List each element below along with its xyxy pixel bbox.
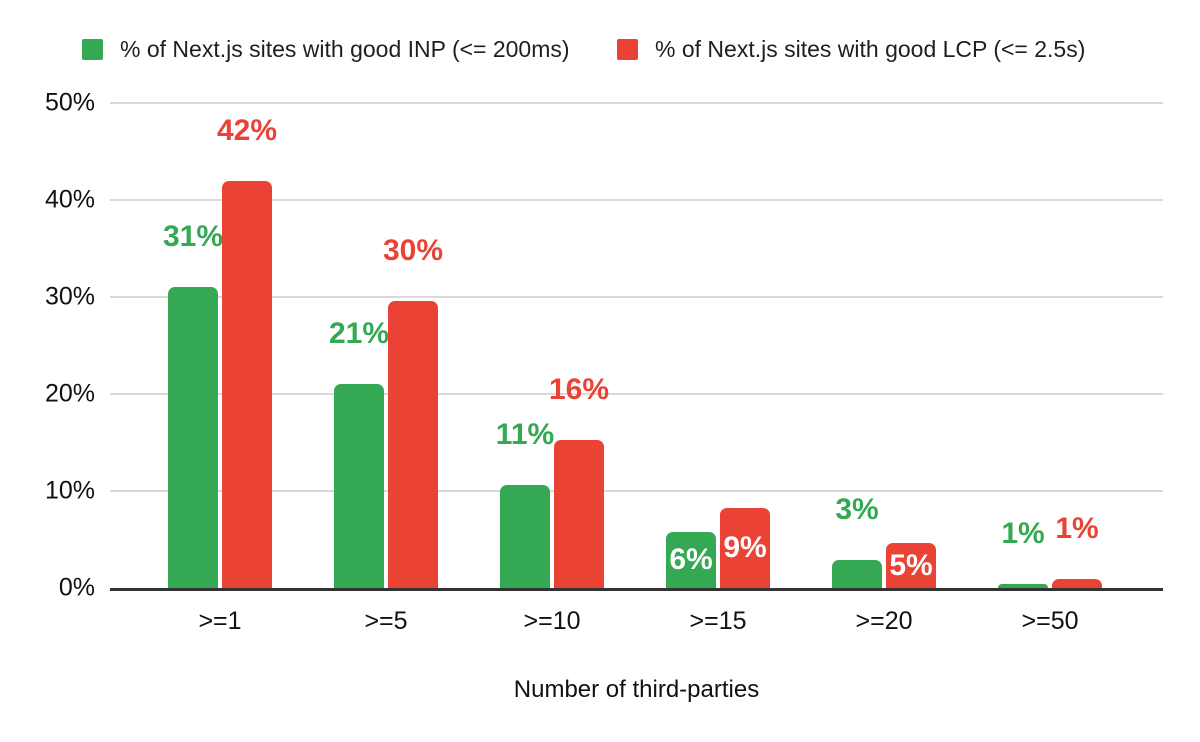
- legend-swatch-inp: [82, 39, 103, 60]
- bar-lcp-15: [720, 508, 770, 588]
- bar-lcp-10: [554, 440, 604, 588]
- bar-inp-1: [168, 287, 218, 588]
- bar-group-15: 6% 9%: [635, 103, 801, 588]
- bar-value-label: 3%: [835, 493, 879, 526]
- bar-lcp-1: [222, 181, 272, 588]
- bar-value-label: 21%: [328, 317, 390, 350]
- bar-group-1: 31% 42%: [137, 103, 303, 588]
- bar-value-label: 6%: [669, 543, 713, 576]
- bar-group-5: 21% 30%: [303, 103, 469, 588]
- gridline: [110, 102, 1163, 104]
- legend-label-inp: % of Next.js sites with good INP (<= 200…: [120, 36, 570, 62]
- gridline: [110, 490, 1163, 492]
- bar-inp-10: [500, 485, 550, 588]
- y-axis-tick-label: 40%: [44, 185, 95, 214]
- plot-area: 31% 42% 21% 30% 11% 16% 6% 9% 3% 5% 1% 1%: [110, 102, 1163, 591]
- y-axis-tick-label: 20%: [44, 379, 95, 408]
- legend-swatch-lcp: [617, 39, 638, 60]
- bar-value-label: 31%: [162, 220, 224, 253]
- bar-lcp-5: [388, 301, 438, 588]
- bar-value-label: 42%: [216, 114, 278, 147]
- bar-value-label: 9%: [723, 531, 767, 564]
- bar-inp-5: [334, 384, 384, 588]
- bar-value-label: 16%: [548, 373, 610, 406]
- bar-group-20: 3% 5%: [801, 103, 967, 588]
- bar-group-50: 1% 1%: [967, 103, 1133, 588]
- bar-value-label: 5%: [889, 548, 933, 582]
- gridline: [110, 393, 1163, 395]
- legend-label-lcp: % of Next.js sites with good LCP (<= 2.5…: [655, 36, 1086, 62]
- y-axis-tick-label: 30%: [44, 282, 95, 311]
- bar-value-label: 1%: [1001, 517, 1045, 550]
- y-axis-tick-label: 10%: [44, 476, 95, 505]
- bar-group-10: 11% 16%: [469, 103, 635, 588]
- bar-value-label: 30%: [382, 234, 444, 267]
- x-axis-tick-label: >=5: [364, 607, 408, 635]
- bar-lcp-50: [1052, 579, 1102, 588]
- bar-inp-50: [998, 584, 1048, 588]
- legend-item-lcp: % of Next.js sites with good LCP (<= 2.5…: [617, 36, 1085, 63]
- x-axis-tick-label: >=1: [198, 607, 242, 635]
- gridline: [110, 296, 1163, 298]
- x-axis: >=1 >=5 >=10 >=15 >=20 >=50: [110, 607, 1163, 639]
- bar-value-label: 1%: [1055, 512, 1099, 545]
- y-axis-tick-label: 0%: [58, 573, 95, 602]
- gridline: [110, 199, 1163, 201]
- x-axis-tick-label: >=15: [689, 607, 747, 635]
- legend-item-inp: % of Next.js sites with good INP (<= 200…: [82, 36, 570, 63]
- bar-inp-20: [832, 560, 882, 588]
- x-axis-tick-label: >=50: [1021, 607, 1079, 635]
- x-axis-title: Number of third-parties: [513, 676, 760, 703]
- y-axis: 0% 10% 20% 30% 40% 50%: [0, 90, 95, 600]
- bar-lcp-20: [886, 543, 936, 588]
- y-axis-tick-label: 50%: [44, 88, 95, 117]
- bar-inp-15: [666, 532, 716, 588]
- x-axis-tick-label: >=20: [855, 607, 913, 635]
- bar-value-label: 11%: [495, 418, 555, 451]
- x-axis-tick-label: >=10: [523, 607, 581, 635]
